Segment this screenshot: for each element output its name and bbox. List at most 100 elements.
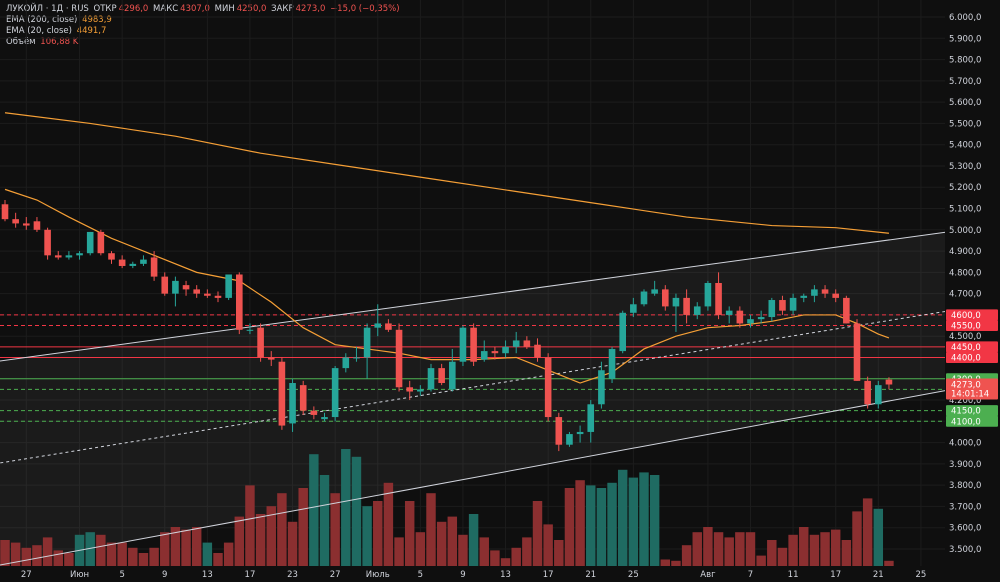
legend-close-value: 4273,0 xyxy=(295,4,326,14)
time-tick-label: 17 xyxy=(543,570,554,580)
candle-body xyxy=(843,297,850,324)
price-tag-box xyxy=(946,309,998,321)
volume-bar xyxy=(191,527,202,566)
candle-body xyxy=(310,410,318,415)
volume-bar xyxy=(554,540,564,566)
candle-body xyxy=(267,357,275,360)
volume-bar xyxy=(703,527,713,566)
price-tick-label: 4.900,0 xyxy=(949,247,981,257)
volume-bar xyxy=(628,477,639,566)
legend-low-value: 4250,0 xyxy=(236,4,267,14)
time-tick-label: Июн xyxy=(70,570,89,580)
volume-bar xyxy=(330,493,340,566)
candle-body xyxy=(1,204,9,220)
candle-body xyxy=(257,327,264,358)
candle-body xyxy=(480,351,488,360)
candle-body xyxy=(118,259,126,266)
channel-mid-line xyxy=(0,308,964,464)
candle-body xyxy=(385,323,392,330)
legend-ema200-row[interactable]: EMA (200, close) 4983,9 xyxy=(6,15,402,26)
volume-bar xyxy=(788,534,798,566)
price-axis[interactable]: 3.500,0 3.600,0 3.700,0 3.800,0 3.900,0 4.000… xyxy=(945,0,1000,582)
candle-body xyxy=(108,253,115,260)
price-tick-label: 5.000,0 xyxy=(949,226,981,236)
volume-bar xyxy=(277,493,287,566)
legend-open-label: ОТКР xyxy=(93,4,117,14)
time-tick-label: Авг xyxy=(700,570,716,580)
candle-body xyxy=(544,357,552,418)
candle-body xyxy=(470,327,477,362)
volume-bar xyxy=(383,482,394,566)
volume-bar xyxy=(181,529,191,566)
time-axis-background xyxy=(0,566,945,582)
volume-bar xyxy=(500,558,511,566)
time-tick-label: 25 xyxy=(628,570,639,580)
candle-body xyxy=(459,327,467,362)
candle-body xyxy=(12,219,19,224)
legend-ema200-value: 4983,9 xyxy=(82,15,112,25)
price-tick-label: 3.900,0 xyxy=(949,460,981,470)
volume-bar xyxy=(32,545,42,566)
price-tick-label: 4.800,0 xyxy=(949,268,981,278)
price-tick-label: 5.700,0 xyxy=(949,77,981,87)
candle-body xyxy=(246,329,254,331)
candle-body xyxy=(193,289,200,294)
volume-bar xyxy=(820,532,830,566)
price-tick-label: 5.800,0 xyxy=(949,56,981,66)
legend-close-label: ЗАКР xyxy=(271,4,294,14)
legend-high-label: МАКС xyxy=(153,4,179,14)
price-tick-label: 5.100,0 xyxy=(949,205,981,215)
volume-bar xyxy=(64,553,74,566)
volume-bar xyxy=(735,532,745,566)
candle-body xyxy=(725,310,733,315)
candle-body xyxy=(534,344,541,358)
time-tick-label: 25 xyxy=(915,570,926,580)
price-tag-label: 4550,0 xyxy=(951,322,981,332)
volume-bar xyxy=(809,534,820,566)
legend-symbol-row: ЛУКОЙЛ · 1Д · RUS ОТКР 4296,0 МАКС 4307,0 … xyxy=(6,4,402,15)
volume-bar xyxy=(223,542,234,566)
legend-volume-row[interactable]: Объём 106,88 K xyxy=(6,37,402,48)
ema200-line xyxy=(4,112,890,234)
price-tag-label: 4450,0 xyxy=(951,343,981,353)
volume-bar xyxy=(117,542,127,566)
volume-bar xyxy=(394,537,404,566)
chart-legend: ЛУКОЙЛ · 1Д · RUS ОТКР 4296,0 МАКС 4307,0 … xyxy=(6,4,402,48)
time-axis[interactable]: 27 Июн 5 9 13 17 23 27 Июль 5 9 13 17 21 25 Авг 7 11 17 21 2… xyxy=(0,566,945,582)
candle-body xyxy=(864,380,871,405)
price-tag-box xyxy=(946,351,998,363)
legend-high-value: 4307,0 xyxy=(180,4,210,14)
candle-body xyxy=(768,300,776,318)
volume-bar xyxy=(0,540,10,566)
volume-bar xyxy=(415,532,426,566)
time-tick-label: 23 xyxy=(287,570,298,580)
legend-symbol[interactable]: ЛУКОЙЛ · 1Д · RUS xyxy=(6,4,89,14)
candles xyxy=(1,200,893,452)
volume-bar xyxy=(841,540,852,566)
volume-bar xyxy=(255,514,266,566)
candle-body xyxy=(449,361,456,390)
legend-ema20-row[interactable]: EMA (20, close) 4491,7 xyxy=(6,26,402,37)
volume-bar xyxy=(341,449,351,566)
candle-body xyxy=(576,431,584,435)
price-tick-label: 5.400,0 xyxy=(949,141,981,151)
volume-bar xyxy=(426,493,436,566)
candle-body xyxy=(747,319,754,324)
volume-bar xyxy=(713,532,724,566)
legend-volume-label: Объём xyxy=(6,37,36,47)
volume-bar xyxy=(436,521,447,566)
candle-body xyxy=(289,383,296,424)
volume-bar xyxy=(830,529,841,566)
candle-body xyxy=(491,351,499,354)
legend-open-value: 4296,0 xyxy=(118,4,149,14)
volume-bar xyxy=(458,534,468,566)
volume-bar xyxy=(873,508,884,566)
volume-bar xyxy=(660,559,671,566)
candle-body xyxy=(693,306,701,315)
legend-volume-value: 106,88 K xyxy=(40,37,79,47)
candle-body xyxy=(800,295,808,298)
volume-bar xyxy=(42,537,53,566)
candle-body xyxy=(214,295,222,298)
candle-body xyxy=(353,357,360,359)
